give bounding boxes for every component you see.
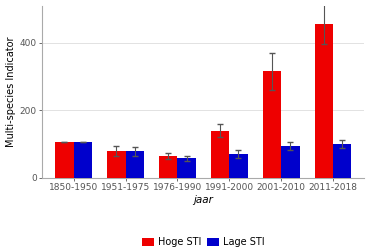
- Bar: [263, 71, 281, 178]
- Bar: [125, 151, 144, 178]
- Bar: [56, 142, 74, 178]
- Bar: [211, 131, 229, 178]
- Bar: [315, 24, 333, 178]
- Bar: [178, 158, 196, 178]
- Bar: [74, 142, 92, 178]
- Legend: Hoge STI, Lage STI: Hoge STI, Lage STI: [139, 234, 267, 247]
- X-axis label: jaar: jaar: [194, 195, 213, 205]
- Bar: [281, 146, 300, 178]
- Bar: [229, 154, 248, 178]
- Bar: [333, 144, 352, 178]
- Bar: [107, 151, 125, 178]
- Bar: [159, 156, 178, 178]
- Y-axis label: Multi-species Indicator: Multi-species Indicator: [6, 37, 16, 147]
